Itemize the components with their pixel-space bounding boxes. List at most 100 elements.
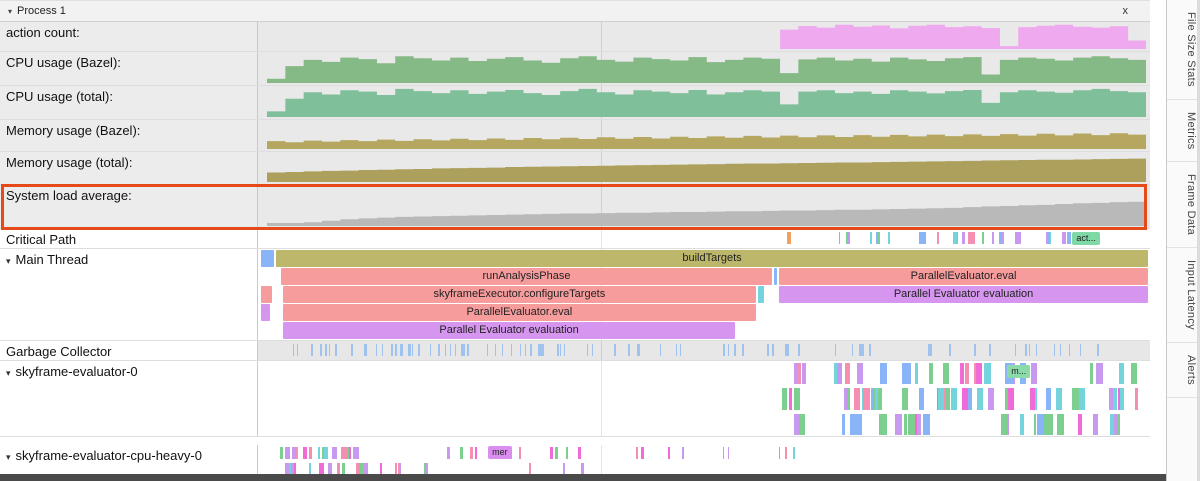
event-block[interactable] xyxy=(412,344,414,356)
event-block[interactable] xyxy=(667,447,670,459)
event-block[interactable] xyxy=(902,388,909,410)
track-label-garbage-collector[interactable]: Garbage Collector xyxy=(0,341,258,360)
event-block[interactable] xyxy=(992,232,995,244)
cpu-usage-bazel-track[interactable] xyxy=(258,52,1150,85)
event-chip-m[interactable]: m... xyxy=(1007,365,1031,378)
track-label-critical-path[interactable]: Critical Path xyxy=(0,229,258,248)
event-block[interactable] xyxy=(834,363,837,385)
event-block[interactable] xyxy=(944,388,950,410)
event-block[interactable] xyxy=(454,344,456,356)
event-block[interactable] xyxy=(353,447,356,459)
event-block[interactable] xyxy=(471,447,474,459)
event-block[interactable] xyxy=(418,344,420,356)
event-block[interactable] xyxy=(1033,413,1037,435)
event-block[interactable] xyxy=(869,344,871,356)
event-block[interactable] xyxy=(849,413,858,435)
event-block[interactable] xyxy=(318,447,320,459)
event-block[interactable] xyxy=(592,344,594,356)
cpu-usage-total-track[interactable] xyxy=(258,86,1150,119)
event-block[interactable] xyxy=(524,344,527,356)
track-label-cpu-usage-bazel[interactable]: CPU usage (Bazel): xyxy=(0,52,258,85)
event-block[interactable] xyxy=(843,388,847,410)
event-block[interactable] xyxy=(880,363,887,385)
event-block[interactable] xyxy=(944,363,950,385)
event-block[interactable] xyxy=(944,388,947,410)
event-block[interactable] xyxy=(1068,232,1072,244)
event-block[interactable] xyxy=(365,463,369,475)
skyframe-evaluator-cpu-heavy-0-track[interactable]: mer xyxy=(258,445,1150,476)
event-block[interactable] xyxy=(549,447,553,459)
event-block[interactable] xyxy=(870,232,872,244)
event-block[interactable] xyxy=(844,363,850,385)
event-block[interactable] xyxy=(874,388,878,410)
event-block[interactable] xyxy=(879,413,884,435)
trace-span[interactable] xyxy=(773,268,778,285)
event-block[interactable] xyxy=(391,344,393,356)
event-block[interactable] xyxy=(1031,363,1038,385)
event-block[interactable] xyxy=(1096,344,1099,356)
trace-span[interactable] xyxy=(260,250,275,267)
event-block[interactable] xyxy=(563,344,565,356)
event-block[interactable] xyxy=(799,413,805,435)
garbage-collector-track[interactable] xyxy=(258,341,1150,360)
trace-span-runanalysisphase[interactable]: runAnalysisPhase xyxy=(281,268,772,285)
event-block[interactable] xyxy=(423,463,426,475)
event-block[interactable] xyxy=(335,344,338,356)
event-block[interactable] xyxy=(398,463,401,475)
event-block[interactable] xyxy=(1092,413,1098,435)
event-block[interactable] xyxy=(856,363,864,385)
event-block[interactable] xyxy=(444,344,447,356)
event-block[interactable] xyxy=(311,344,313,356)
event-block[interactable] xyxy=(682,447,685,459)
event-block[interactable] xyxy=(565,447,569,459)
event-block[interactable] xyxy=(446,447,450,459)
trace-span[interactable] xyxy=(757,286,764,303)
event-block[interactable] xyxy=(279,447,283,459)
event-block[interactable] xyxy=(292,344,294,356)
event-block[interactable] xyxy=(679,344,681,356)
event-block[interactable] xyxy=(308,463,311,475)
event-block[interactable] xyxy=(1062,232,1067,244)
event-block[interactable] xyxy=(395,463,398,475)
event-block[interactable] xyxy=(538,344,541,356)
event-block[interactable] xyxy=(883,413,887,435)
trace-span-parallelevaluator-eval[interactable]: ParallelEvaluator.eval xyxy=(778,268,1149,285)
track-label-system-load-average[interactable]: System load average: xyxy=(0,185,258,228)
event-block[interactable] xyxy=(319,463,324,475)
event-block[interactable] xyxy=(929,363,933,385)
event-block[interactable] xyxy=(555,447,559,459)
event-block[interactable] xyxy=(964,363,969,385)
track-label-cpu-usage-total[interactable]: CPU usage (total): xyxy=(0,86,258,119)
event-block[interactable] xyxy=(1054,344,1056,356)
event-block[interactable] xyxy=(1059,344,1061,356)
event-block[interactable] xyxy=(459,447,464,459)
event-block[interactable] xyxy=(1043,413,1048,435)
event-block[interactable] xyxy=(542,344,545,356)
event-block[interactable] xyxy=(510,344,513,356)
event-block[interactable] xyxy=(1069,344,1071,356)
event-block[interactable] xyxy=(929,344,931,356)
event-block[interactable] xyxy=(659,344,662,356)
event-block[interactable] xyxy=(1020,413,1024,435)
event-block[interactable] xyxy=(1077,388,1086,410)
event-block[interactable] xyxy=(437,344,440,356)
event-block[interactable] xyxy=(529,463,531,475)
event-block[interactable] xyxy=(328,463,332,475)
event-block[interactable] xyxy=(794,388,801,410)
event-chip-act[interactable]: act... xyxy=(1072,232,1100,245)
event-block[interactable] xyxy=(888,232,891,244)
event-block[interactable] xyxy=(999,232,1004,244)
event-block[interactable] xyxy=(578,447,581,459)
event-block[interactable] xyxy=(354,447,357,459)
event-block[interactable] xyxy=(967,232,973,244)
event-block[interactable] xyxy=(1119,363,1125,385)
event-block[interactable] xyxy=(292,447,296,459)
event-block[interactable] xyxy=(786,344,789,356)
event-block[interactable] xyxy=(293,463,297,475)
event-block[interactable] xyxy=(936,232,939,244)
event-block[interactable] xyxy=(929,344,932,356)
trace-span-buildtargets[interactable]: buildTargets xyxy=(275,250,1149,267)
event-block[interactable] xyxy=(400,344,402,356)
event-block[interactable] xyxy=(981,232,985,244)
event-block[interactable] xyxy=(894,413,903,435)
